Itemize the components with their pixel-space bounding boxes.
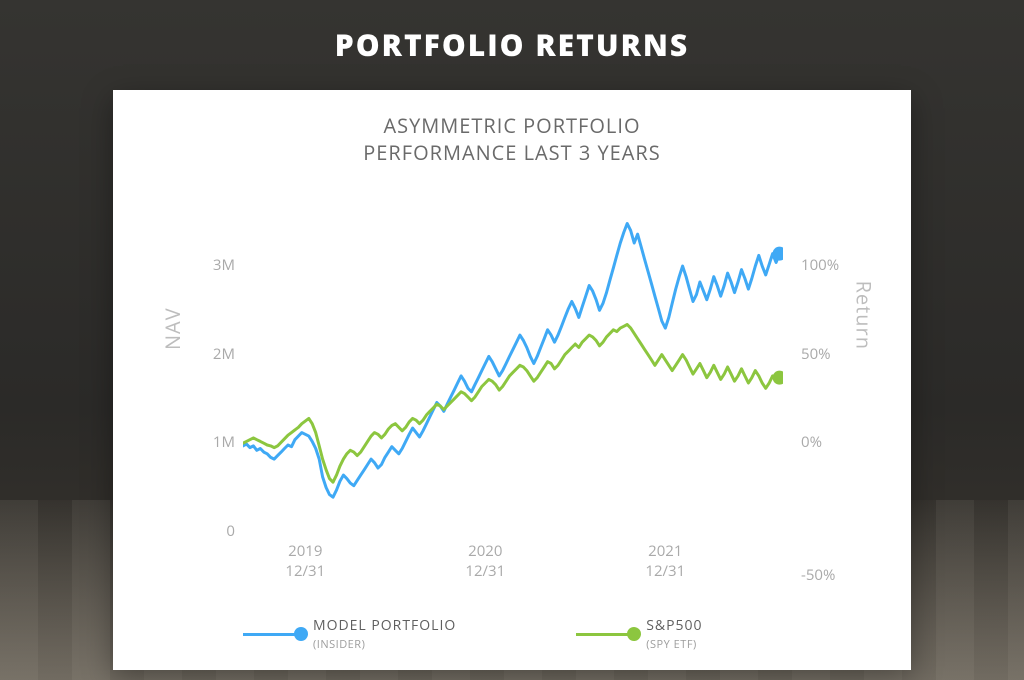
chart-title-line2: PERFORMANCE LAST 3 YEARS (363, 139, 660, 166)
page-title: PORTFOLIO RETURNS (0, 24, 1024, 65)
legend-sublabel-sp500: (SPY ETF) (646, 637, 702, 652)
x-tick-label: 201912/31 (260, 542, 350, 581)
left-tick-label: 1M (175, 432, 235, 452)
legend-item-sp500: S&P500 (SPY ETF) (576, 616, 702, 652)
series-line-sp500 (243, 325, 780, 483)
left-tick-label: 0 (175, 521, 235, 541)
page-root: PORTFOLIO RETURNS ASYMMETRIC PORTFOLIO P… (0, 0, 1024, 680)
legend-label-sp500: S&P500 (646, 616, 702, 635)
chart-card: ASYMMETRIC PORTFOLIO PERFORMANCE LAST 3 … (113, 90, 911, 670)
chart-legend: MODEL PORTFOLIO (INSIDER) S&P500 (SPY ET… (243, 616, 803, 652)
legend-marker-sp500 (627, 627, 641, 641)
x-tick-label: 202012/31 (440, 542, 530, 581)
x-tick-label: 202112/31 (620, 542, 710, 581)
right-axis-label: Return (850, 281, 877, 350)
right-tick-label: 50% (801, 344, 861, 364)
left-tick-label: 2M (175, 344, 235, 364)
plot-area (243, 220, 783, 530)
legend-label-model: MODEL PORTFOLIO (313, 616, 456, 635)
right-tick-label: -50% (801, 565, 861, 585)
chart-title-line1: ASYMMETRIC PORTFOLIO (383, 112, 640, 139)
legend-marker-model (294, 627, 308, 641)
chart-title: ASYMMETRIC PORTFOLIO PERFORMANCE LAST 3 … (113, 112, 911, 166)
series-line-model (243, 224, 780, 498)
right-tick-label: 100% (801, 255, 861, 275)
right-tick-label: 0% (801, 432, 861, 452)
legend-item-model: MODEL PORTFOLIO (INSIDER) (243, 616, 456, 652)
left-tick-label: 3M (175, 255, 235, 275)
legend-line-sp500 (576, 633, 634, 636)
line-chart-svg (243, 220, 783, 530)
legend-line-model (243, 633, 301, 636)
series-end-marker-sp500 (773, 371, 783, 385)
legend-sublabel-model: (INSIDER) (313, 637, 456, 652)
